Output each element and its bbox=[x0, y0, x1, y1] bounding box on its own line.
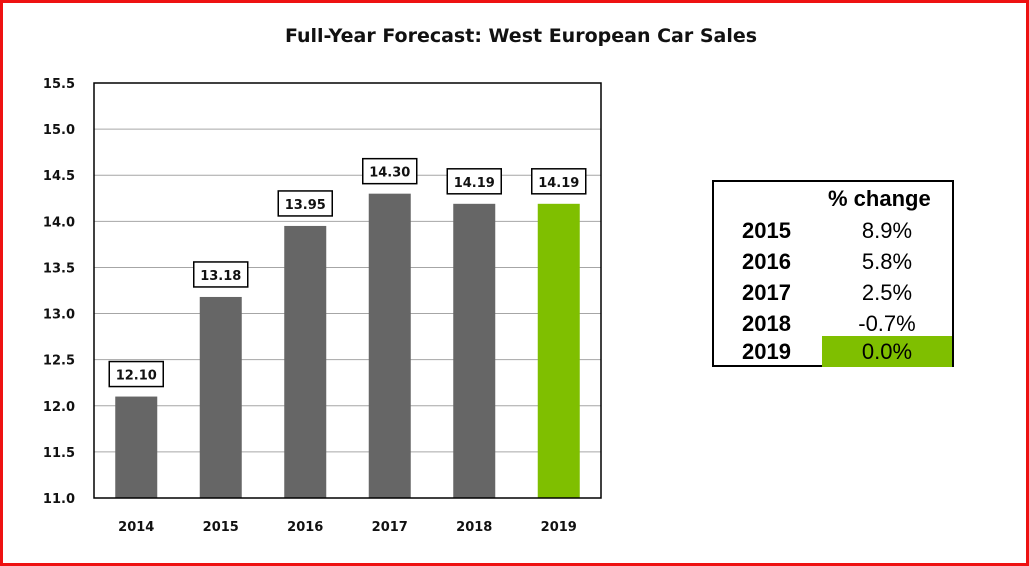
bar bbox=[115, 396, 158, 498]
bar bbox=[284, 225, 327, 498]
y-tick-label: 15.0 bbox=[43, 123, 75, 138]
x-tick-label: 2016 bbox=[287, 520, 323, 535]
y-tick-label: 12.0 bbox=[43, 400, 75, 415]
data-label: 12.10 bbox=[116, 369, 157, 384]
percent-change-table: % change 2015 8.9% 2016 5.8% 2017 2.5% 2… bbox=[712, 180, 954, 367]
table-row-highlight: 2019 0.0% bbox=[714, 336, 952, 367]
row-year: 2018 bbox=[742, 311, 791, 336]
row-change: -0.7% bbox=[858, 311, 916, 336]
x-tick-label: 2014 bbox=[118, 520, 154, 535]
row-change: 2.5% bbox=[861, 280, 913, 305]
plot-area bbox=[94, 83, 601, 498]
table-row: 2017 2.5% bbox=[714, 277, 952, 308]
y-tick-label: 14.0 bbox=[43, 215, 75, 230]
data-label-box bbox=[446, 168, 502, 195]
row-year: 2017 bbox=[742, 280, 791, 305]
data-label-box bbox=[193, 261, 249, 288]
data-label: 13.18 bbox=[200, 269, 241, 284]
table-header: % change bbox=[828, 186, 931, 211]
data-label-box bbox=[362, 157, 418, 185]
plot-border bbox=[93, 82, 602, 499]
bar bbox=[199, 296, 242, 498]
y-tick-label: 11.0 bbox=[43, 492, 75, 507]
y-tick-label: 13.0 bbox=[43, 308, 75, 323]
data-label: 13.95 bbox=[285, 198, 326, 213]
row-year: 2016 bbox=[742, 249, 791, 274]
chart-title: Full-Year Forecast: West European Car Sa… bbox=[284, 25, 758, 47]
y-tick-label: 13.5 bbox=[43, 261, 75, 276]
data-label: 14.30 bbox=[369, 166, 410, 181]
table-row: 2016 5.8% bbox=[714, 246, 952, 277]
data-label-box bbox=[108, 360, 164, 388]
x-tick-label: 2015 bbox=[203, 520, 239, 535]
bar bbox=[368, 193, 411, 498]
bar bbox=[537, 203, 580, 499]
row-change-highlight: 0.0% bbox=[822, 336, 952, 367]
x-tick-label: 2018 bbox=[456, 520, 492, 535]
table-row: 2015 8.9% bbox=[714, 215, 952, 246]
data-label: 14.19 bbox=[538, 176, 579, 191]
data-label-box bbox=[531, 168, 587, 195]
row-change: 8.9% bbox=[861, 218, 913, 243]
row-year: 2015 bbox=[742, 218, 791, 243]
x-tick-label: 2017 bbox=[372, 520, 408, 535]
row-year: 2019 bbox=[742, 339, 791, 364]
row-change: 5.8% bbox=[861, 249, 913, 274]
y-tick-label: 11.5 bbox=[43, 446, 75, 461]
data-label: 14.19 bbox=[454, 176, 495, 191]
bar bbox=[453, 203, 496, 499]
y-tick-label: 12.5 bbox=[43, 354, 75, 369]
bar-chart: 11.0 11.5 12.0 12.5 13.0 13.5 14.0 14.5 15.0 15.5… bbox=[43, 77, 602, 535]
x-tick-label: 2019 bbox=[541, 520, 577, 535]
y-tick-label: 14.5 bbox=[43, 169, 75, 184]
y-tick-label: 15.5 bbox=[43, 77, 75, 92]
data-label-box bbox=[277, 190, 333, 217]
table-row: 2018 -0.7% bbox=[714, 308, 952, 339]
